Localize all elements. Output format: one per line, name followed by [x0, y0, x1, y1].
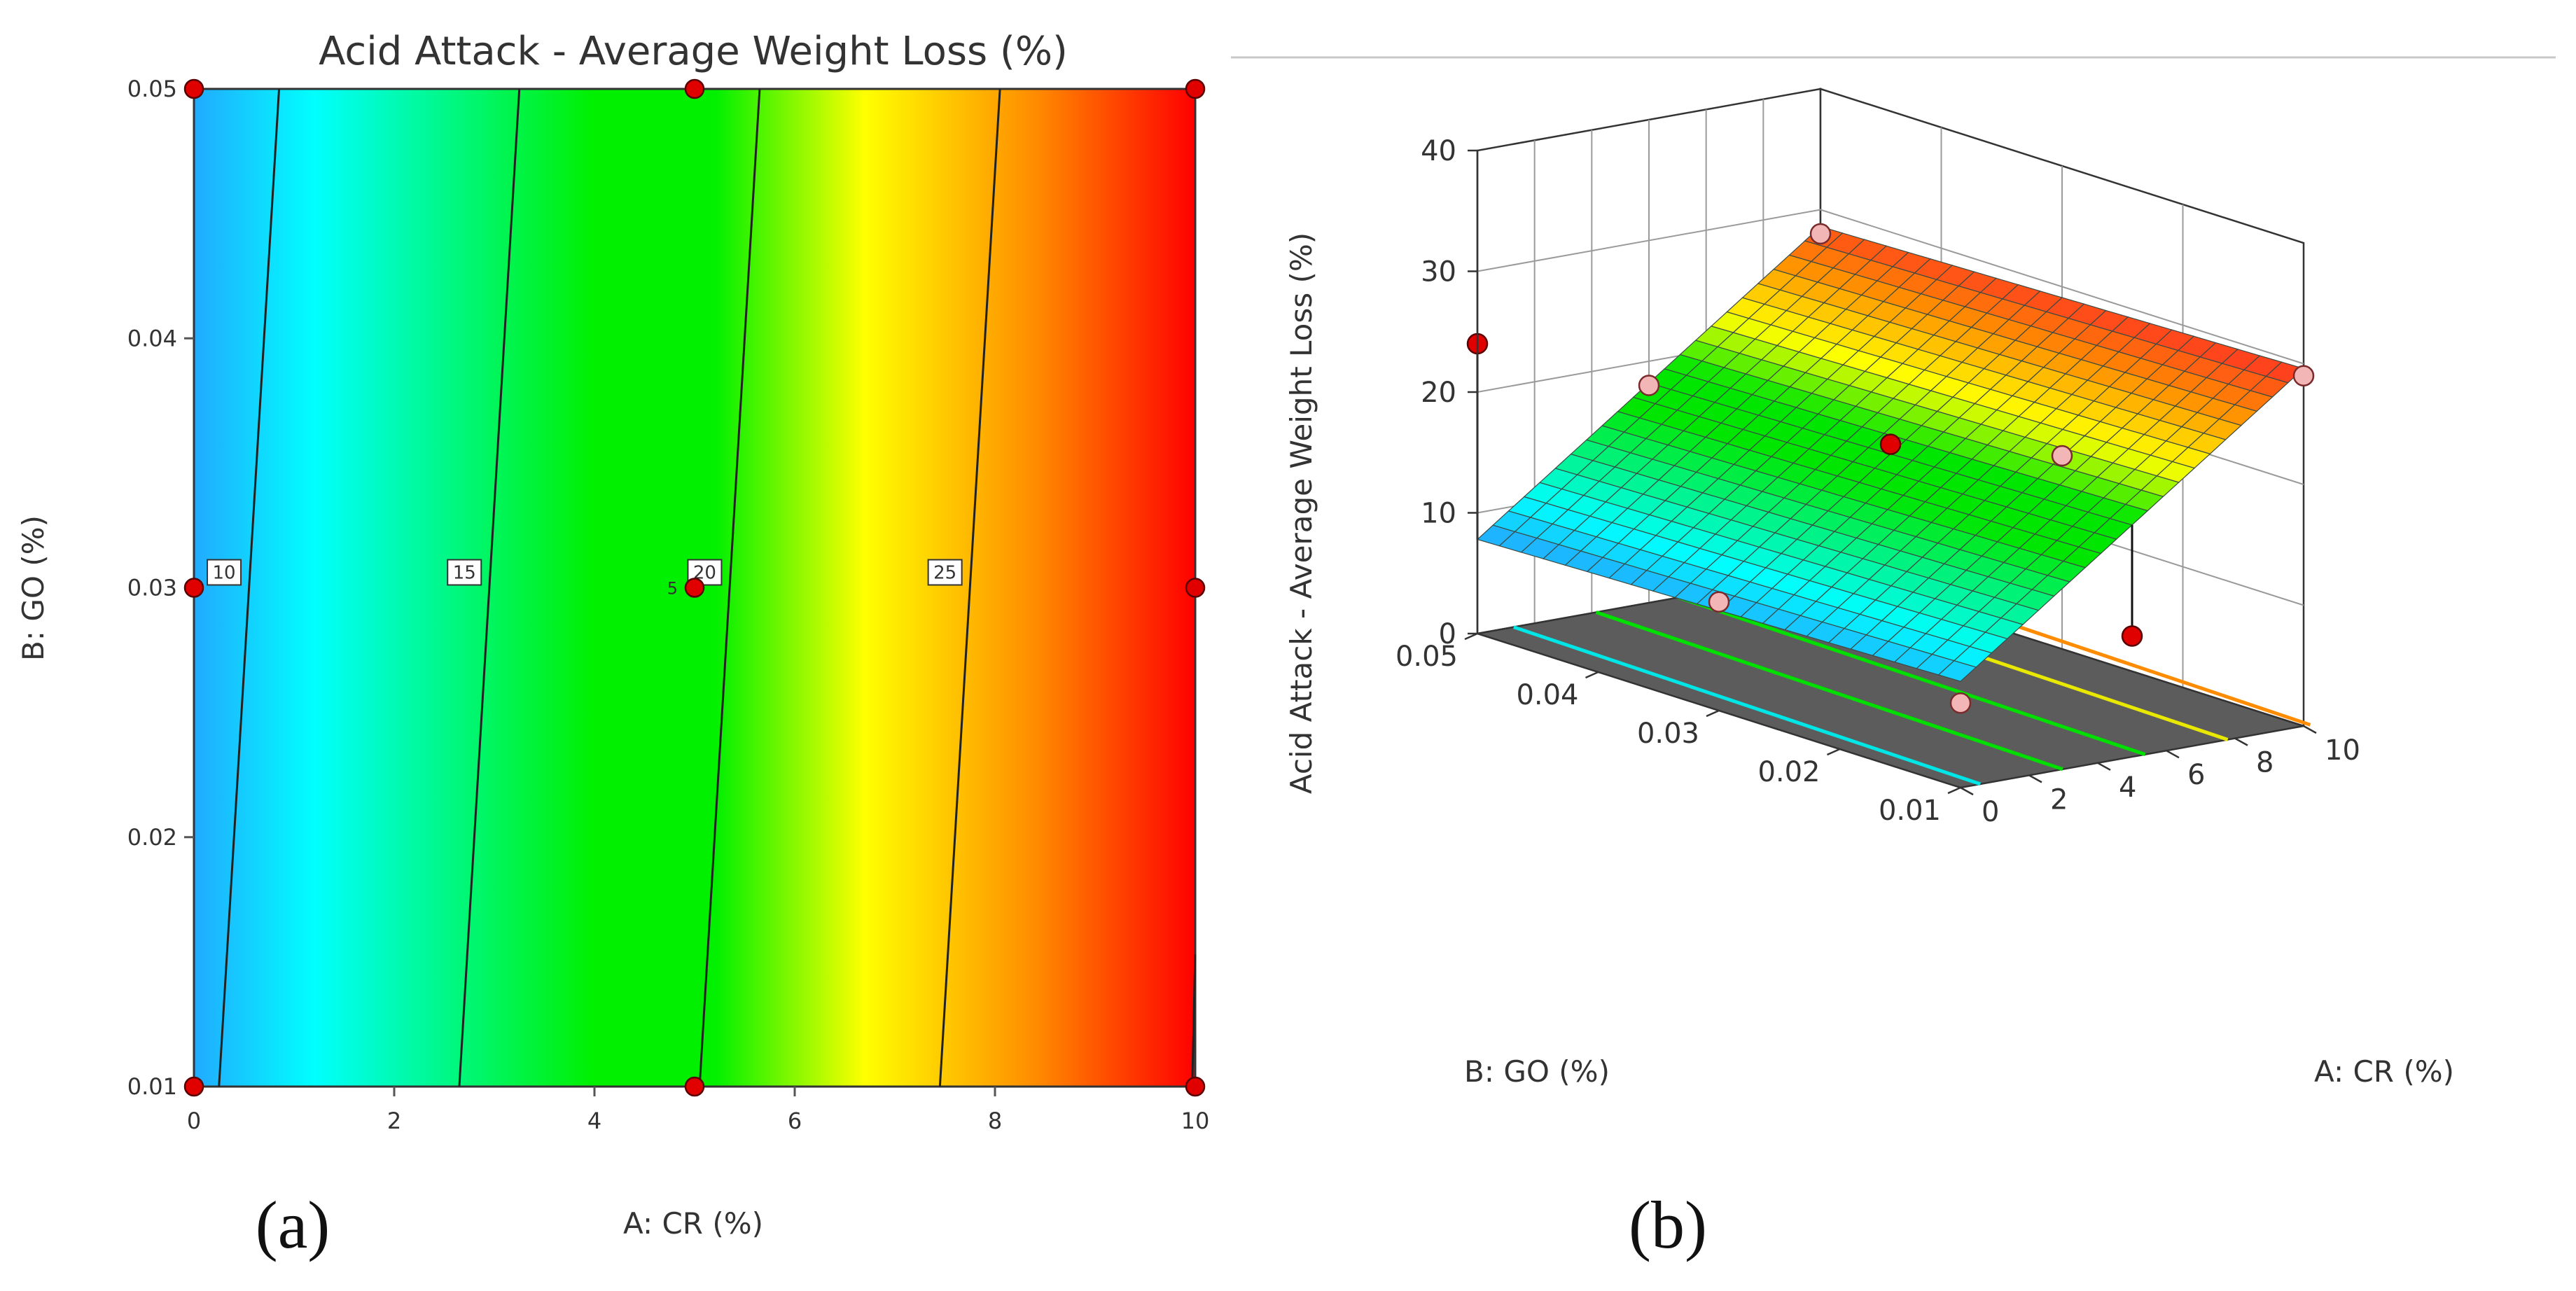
surface-go-tick-label: 0.02	[1757, 756, 1820, 788]
surface-cr-tick-label: 10	[2325, 734, 2360, 767]
contour-label-15: 15	[453, 563, 476, 584]
floor-contour-10	[1513, 625, 1982, 786]
surface-cr-tick	[2028, 774, 2042, 783]
contour-line-25	[938, 88, 1001, 1087]
contour-x-axis-label: A: CR (%)	[623, 1206, 763, 1241]
surface-z-tick-label: 30	[1421, 256, 1456, 288]
floor-contour-20	[1678, 596, 2146, 756]
surface-cr-tick	[2166, 750, 2180, 759]
contour-line-15	[458, 88, 521, 1087]
surface-design-point-below	[1708, 591, 1730, 613]
surface-design-point-below	[1638, 375, 1660, 396]
contour-x-tick-label: 10	[1181, 1108, 1210, 1134]
contour-title: Acid Attack - Average Weight Loss (%)	[319, 29, 1068, 74]
surface-z-tick-label: 10	[1421, 498, 1456, 530]
surface-design-point-below	[1809, 223, 1832, 245]
contour-y-tick-label: 0.02	[127, 824, 177, 851]
contour-line-10	[218, 88, 281, 1087]
surface-cr-tick-label: 2	[2050, 783, 2068, 816]
surface-go-tick	[1585, 671, 1599, 679]
surface-go-tick-label: 0.03	[1637, 718, 1699, 750]
surface-cr-tick-label: 4	[2119, 772, 2136, 804]
surface-cr-tick	[2303, 725, 2317, 734]
surface-z-tick-label: 40	[1421, 135, 1456, 167]
surface-design-point-below	[2292, 365, 2315, 386]
surface-y-axis-label: B: GO (%)	[1464, 1054, 1610, 1089]
contour-label-box-10	[207, 559, 242, 586]
surface-z-tick-label: 20	[1421, 377, 1456, 409]
response-surface	[1476, 225, 2305, 682]
z-grid-line	[1477, 209, 2304, 365]
contour-plot: Acid Attack - Average Weight Loss (%) 10…	[16, 29, 1209, 1241]
surface-cr-tick-label: 0	[1982, 796, 1999, 828]
surface-design-point	[1879, 433, 1902, 455]
surface-go-tick	[1706, 709, 1720, 718]
contour-y-axis-label: B: GO (%)	[16, 515, 50, 661]
panel-label-a: (a)	[256, 1187, 330, 1262]
surface-design-point-below	[1949, 692, 1972, 714]
contour-design-point	[684, 78, 705, 99]
contour-x-tick-label: 6	[788, 1108, 802, 1134]
contour-design-point	[183, 1076, 204, 1097]
surface-go-tick-label: 0.05	[1395, 641, 1458, 673]
contour-design-point	[684, 578, 705, 598]
contour-design-point	[1185, 578, 1206, 598]
contour-x-tick-label: 2	[387, 1108, 401, 1134]
contour-line-30-fragment	[1191, 954, 1197, 1087]
contour-x-tick-label: 4	[587, 1108, 601, 1134]
surface-z-axis-label: Acid Attack - Average Weight Loss (%)	[1284, 232, 1318, 794]
surface-design-point-below	[2051, 445, 2073, 467]
surface-cr-tick	[1960, 786, 1974, 796]
contour-label-10: 10	[212, 563, 235, 584]
surface-go-tick-label: 0.04	[1516, 679, 1578, 711]
contour-design-point	[1185, 1076, 1206, 1097]
surface-go-tick	[1826, 748, 1841, 756]
surface-z-tick-label: 0	[1439, 618, 1456, 650]
contour-line-20	[698, 88, 761, 1087]
surface-cr-tick	[2234, 737, 2248, 746]
contour-y-tick-label: 0.03	[127, 575, 177, 601]
contour-design-points: 5	[183, 78, 1206, 1097]
contour-design-point	[1185, 78, 1206, 99]
surface-cr-tick-label: 8	[2256, 747, 2274, 779]
surface-go-tick	[1947, 786, 1961, 795]
contour-y-tick-label: 0.01	[127, 1073, 177, 1100]
contour-design-point	[684, 1076, 705, 1097]
surface-go-tick-label: 0.01	[1879, 795, 1941, 827]
contour-label-25: 25	[933, 563, 956, 584]
contour-design-point	[183, 578, 204, 598]
contour-x-tick-label: 0	[187, 1108, 201, 1134]
contour-y-tick-label: 0.05	[127, 76, 177, 102]
contour-label-box-15	[447, 559, 482, 586]
surface-cr-tick	[2097, 762, 2111, 771]
contour-x-tick-label: 8	[988, 1108, 1002, 1134]
floor-contour-15	[1595, 610, 2063, 772]
panel-label-b: (b)	[1629, 1187, 1707, 1262]
contour-label-box-25	[927, 559, 963, 586]
surface-go-tick	[1464, 632, 1478, 641]
contour-y-tick-label: 0.04	[127, 325, 177, 351]
surface-x-axis-label: A: CR (%)	[2314, 1054, 2454, 1089]
design-point-replicate-count: 5	[667, 579, 678, 599]
contour-design-point	[183, 78, 204, 99]
surface-cr-tick-label: 6	[2187, 759, 2205, 791]
surface-design-point	[2121, 625, 2143, 647]
